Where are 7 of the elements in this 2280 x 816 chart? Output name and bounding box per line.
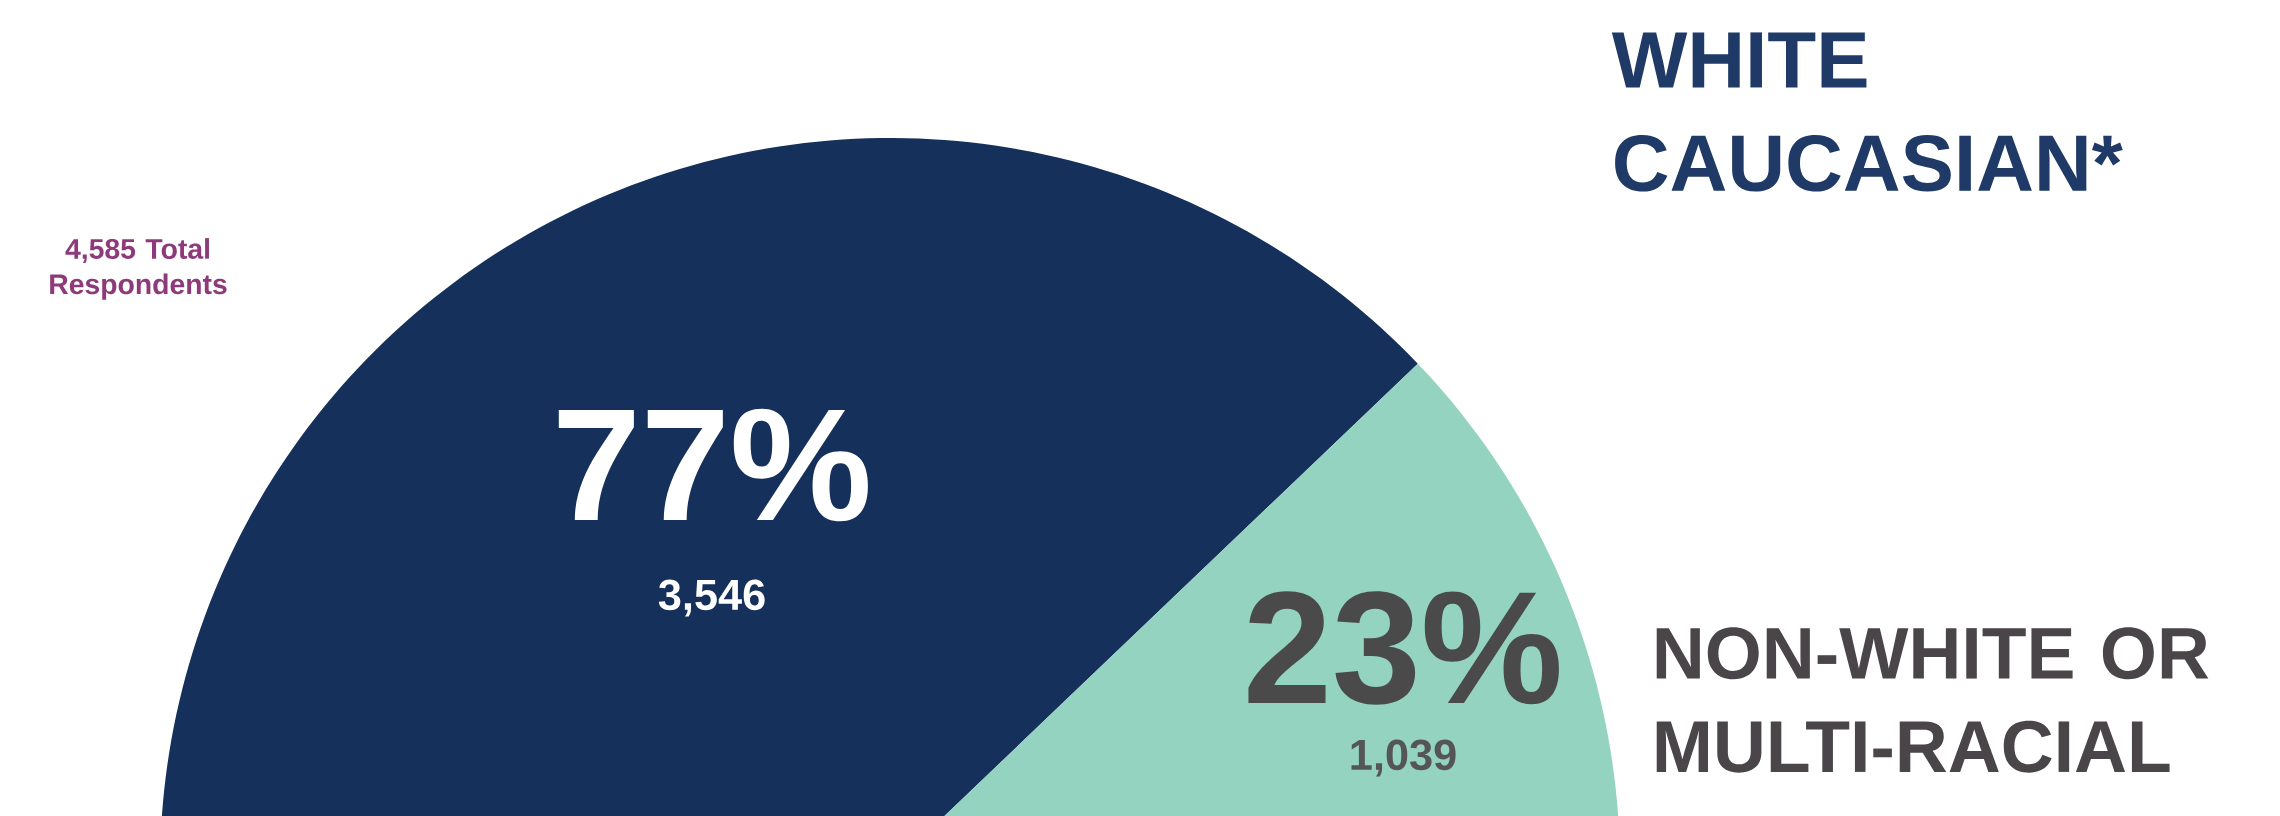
data-label: 77%	[558, 408, 868, 522]
data-label: 23%	[1248, 591, 1559, 705]
text: 4,585 Total Respondents	[50, 238, 227, 300]
slice-label: NON-WHITE OR MULTI-RACIAL	[1656, 627, 2209, 773]
text: 1,039	[1351, 739, 1456, 777]
slice-label: WHITE CAUCASIAN*	[1611, 32, 2123, 192]
text: 3,546	[658, 579, 765, 617]
